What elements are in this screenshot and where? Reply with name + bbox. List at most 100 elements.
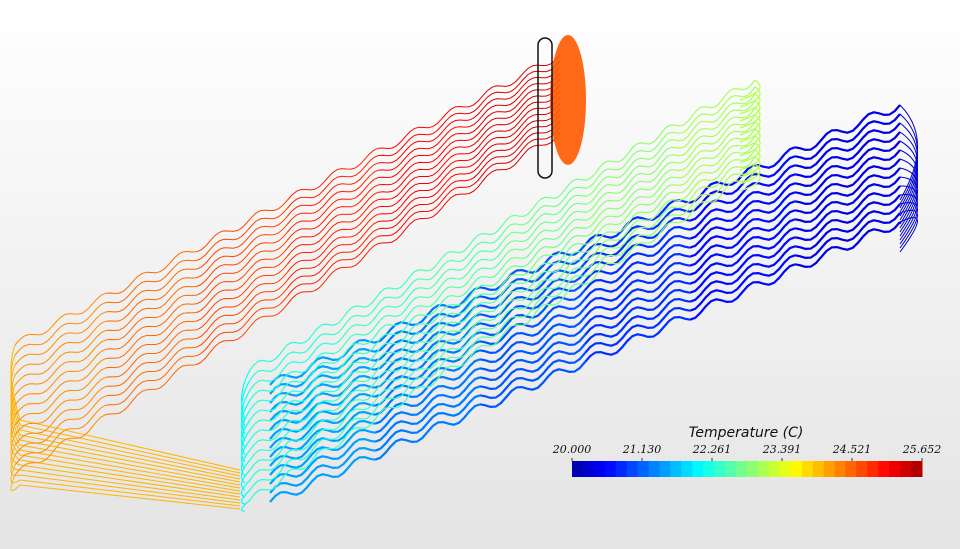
- streamline: [196, 247, 288, 305]
- color-swatch: [801, 461, 814, 477]
- streamline: [378, 166, 470, 215]
- streamline: [468, 66, 561, 121]
- streamline: [333, 287, 419, 345]
- streamline: [14, 386, 107, 446]
- streamline: [240, 369, 251, 421]
- color-swatch: [757, 461, 770, 477]
- streamline: [586, 161, 672, 221]
- streamline: [378, 105, 470, 150]
- streamline: [105, 320, 197, 369]
- streamline: [670, 114, 756, 164]
- streamline: [378, 139, 470, 186]
- color-swatch: [768, 461, 781, 477]
- streamline: [899, 158, 918, 225]
- streamline: [794, 185, 901, 233]
- streamline: [378, 193, 470, 244]
- streamline: [196, 231, 288, 287]
- streamline: [418, 241, 503, 290]
- streamline: [418, 224, 503, 272]
- streamline: [418, 267, 503, 317]
- color-swatch: [648, 461, 660, 477]
- streamline: [374, 394, 481, 452]
- streamline: [10, 464, 241, 507]
- streamline: [689, 245, 796, 303]
- streamline: [586, 199, 672, 261]
- streamline: [287, 177, 379, 233]
- color-swatch: [681, 461, 693, 477]
- streamline: [269, 374, 376, 422]
- streamline: [418, 335, 503, 388]
- streamline: [670, 156, 756, 209]
- streamline: [10, 414, 241, 492]
- streamline: [333, 368, 419, 431]
- color-swatch: [670, 461, 682, 477]
- streamline: [378, 146, 470, 193]
- streamline: [14, 367, 107, 426]
- streamline: [502, 275, 587, 328]
- color-swatch: [834, 461, 846, 477]
- color-swatch: [703, 461, 715, 477]
- streamline: [240, 499, 251, 512]
- streamline: [14, 404, 107, 466]
- streamline: [249, 361, 335, 411]
- streamline: [689, 218, 796, 276]
- streamline: [287, 147, 379, 201]
- streamline: [670, 100, 756, 149]
- streamline: [105, 329, 197, 378]
- color-swatch: [856, 461, 868, 477]
- streamline: [287, 184, 379, 241]
- streamline: [794, 167, 901, 215]
- streamline: [196, 239, 288, 296]
- streamline: [899, 185, 918, 237]
- streamline: [899, 194, 918, 241]
- streamline: [468, 54, 561, 108]
- streamline: [105, 312, 197, 359]
- streamline: [10, 424, 241, 495]
- color-swatch: [736, 461, 748, 477]
- streamline: [105, 303, 197, 350]
- streamline: [240, 469, 251, 491]
- streamline: [240, 439, 251, 470]
- streamline: [586, 131, 672, 189]
- streamline: [287, 199, 379, 257]
- streamline: [584, 297, 691, 345]
- streamline: [584, 261, 691, 309]
- color-swatch: [582, 461, 595, 477]
- streamline: [899, 149, 918, 221]
- streamline: [14, 311, 107, 366]
- streamline: [14, 339, 107, 396]
- streamline: [689, 155, 796, 213]
- streamline: [105, 250, 197, 295]
- streamline: [333, 296, 419, 355]
- streamline: [287, 228, 379, 289]
- streamline: [584, 306, 691, 354]
- streamline: [418, 284, 503, 335]
- streamline: [689, 209, 796, 267]
- streamline: [14, 348, 107, 406]
- streamline: [249, 323, 335, 371]
- streamline: [269, 455, 376, 503]
- streamline: [586, 206, 672, 269]
- streamline: [670, 79, 756, 127]
- streamline: [378, 132, 470, 179]
- streamline: [502, 250, 587, 302]
- streamline: [794, 176, 901, 224]
- streamline: [584, 270, 691, 318]
- streamline: [479, 361, 586, 409]
- streamline: [249, 380, 335, 431]
- streamline: [794, 122, 901, 170]
- streamline: [287, 235, 379, 297]
- streamline: [468, 126, 561, 188]
- tick-label: 21.130: [622, 443, 662, 456]
- streamline: [333, 377, 419, 440]
- streamline: [418, 309, 503, 362]
- streamline: [249, 438, 335, 491]
- streamline: [468, 102, 561, 161]
- streamline: [249, 447, 335, 501]
- color-swatch: [900, 461, 912, 477]
- streamline: [249, 352, 335, 401]
- streamline: [670, 142, 756, 194]
- tick-label: 23.391: [762, 443, 802, 456]
- streamline: [689, 173, 796, 231]
